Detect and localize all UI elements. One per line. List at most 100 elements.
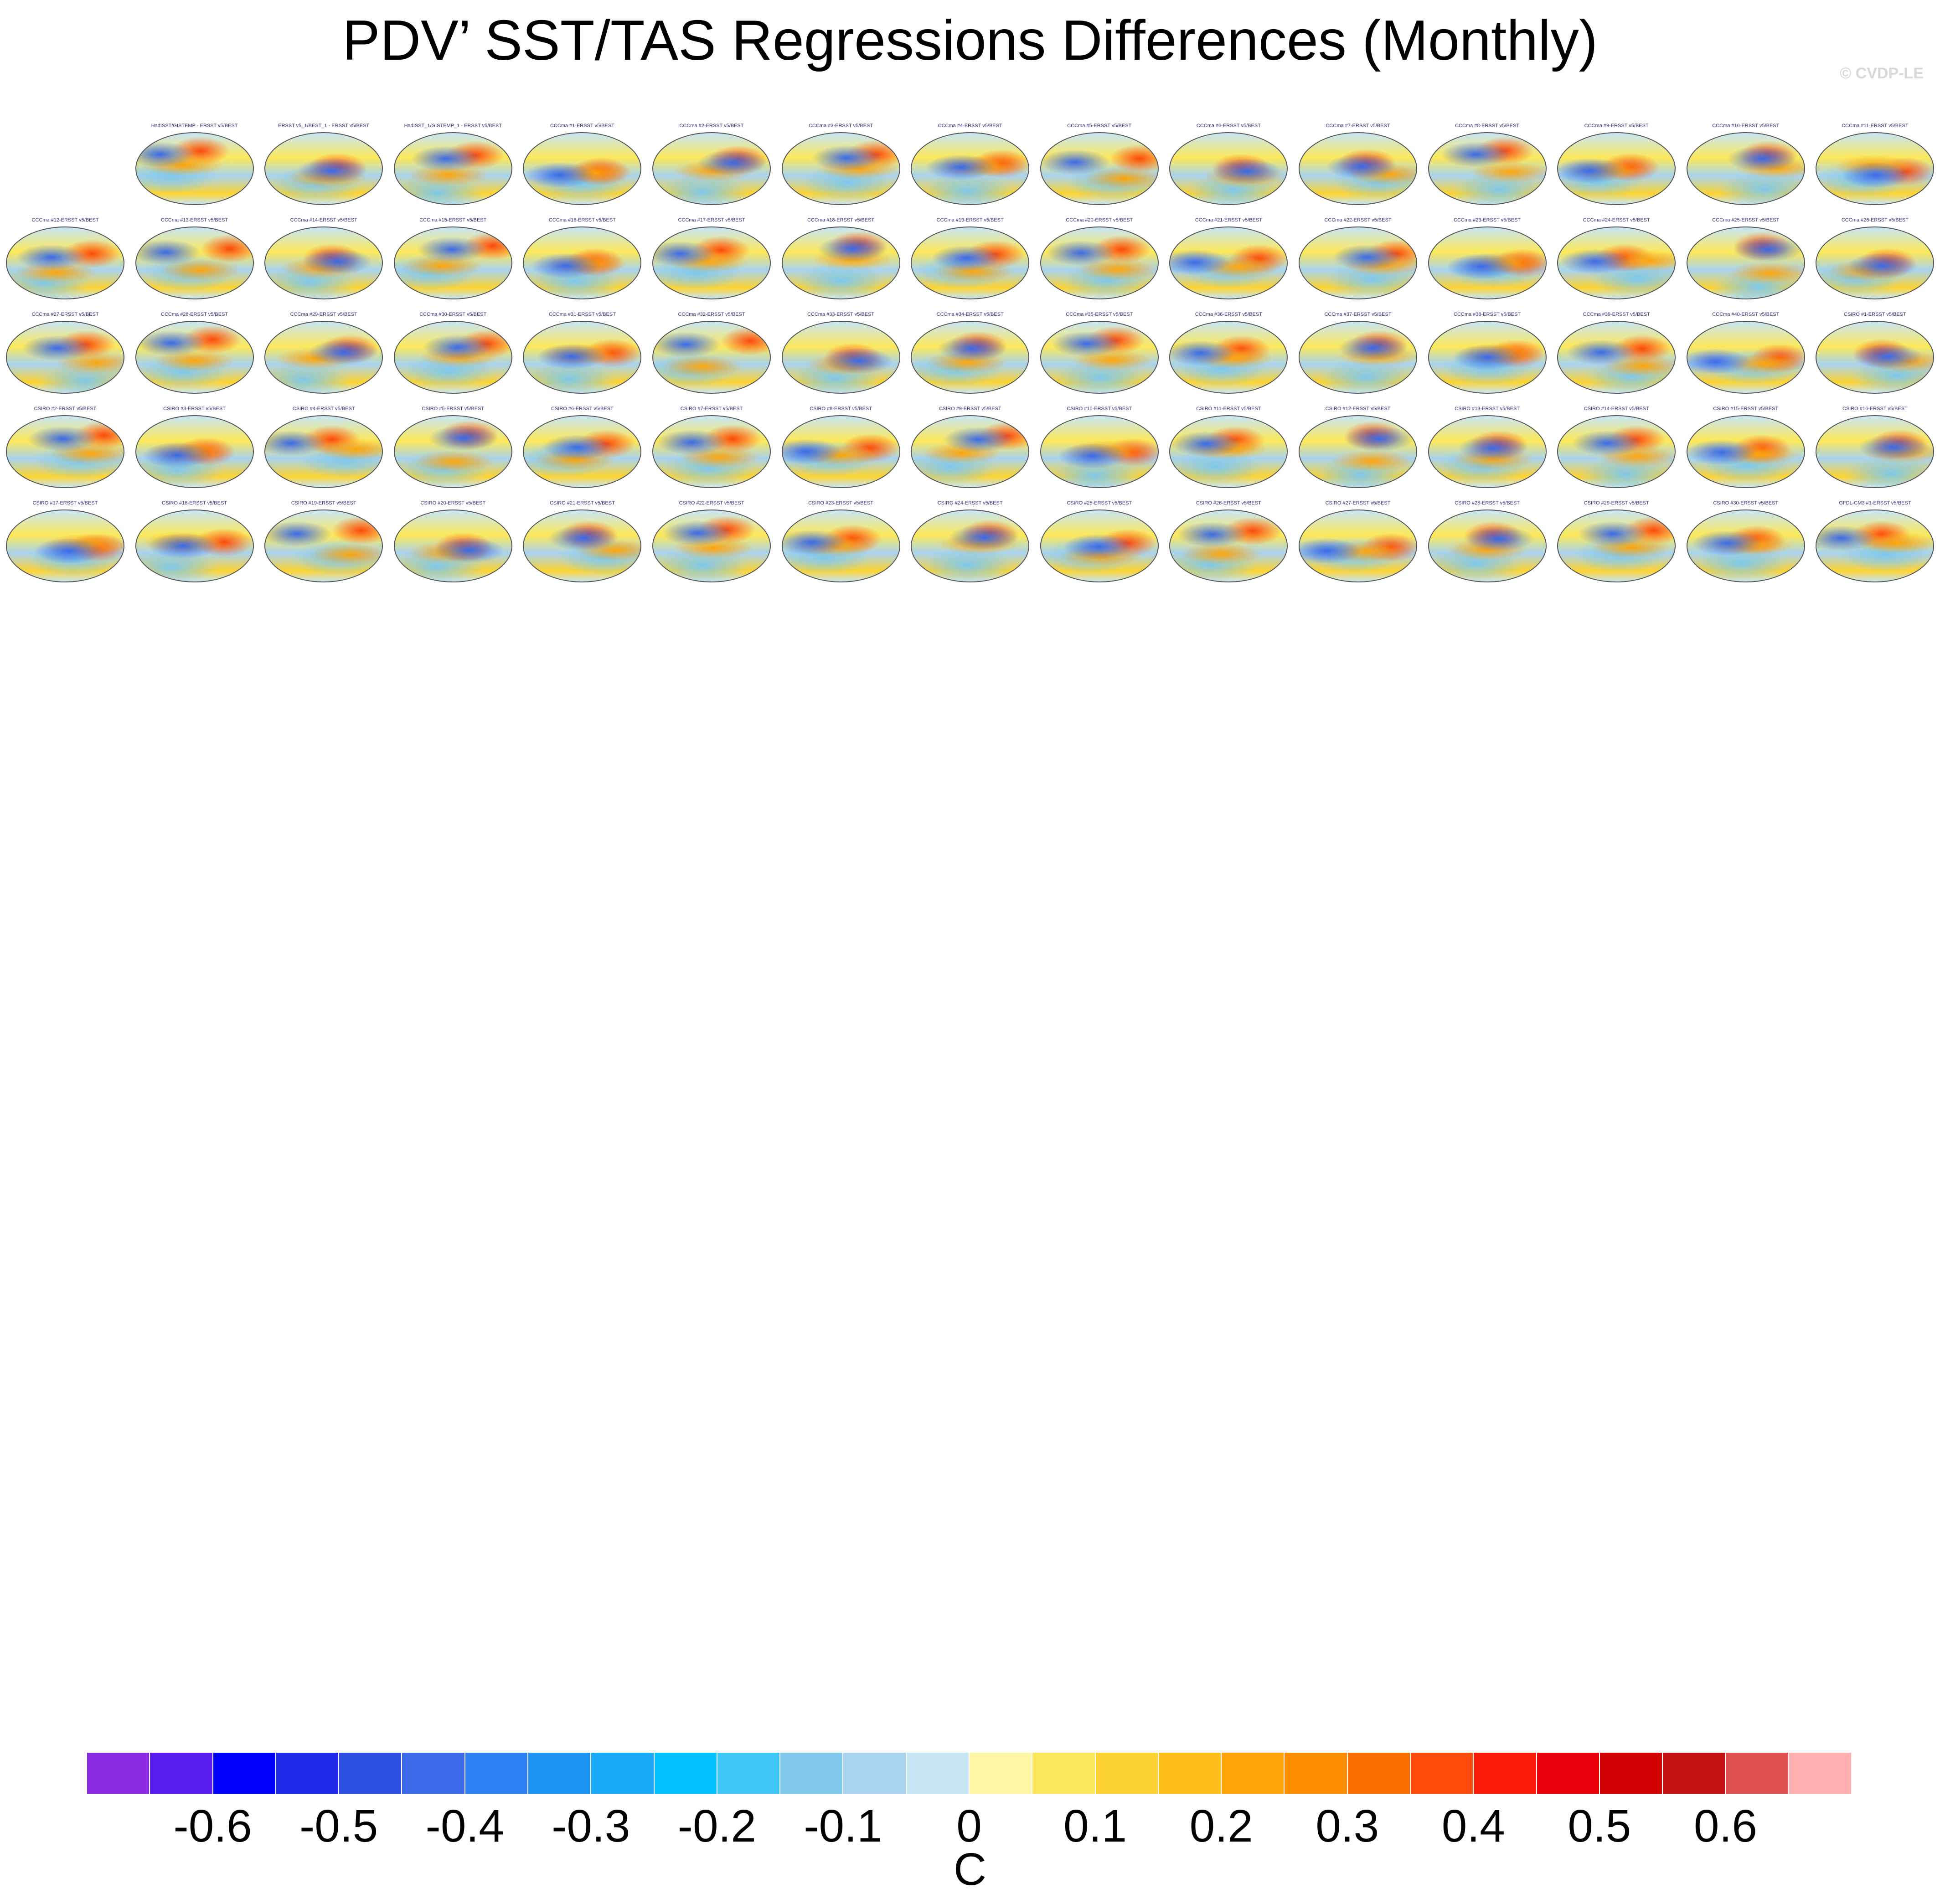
colorbar-box bbox=[654, 1752, 717, 1794]
colorbar-box bbox=[1599, 1752, 1663, 1794]
map-panel: CSIRO #10-ERSST v5/BEST bbox=[1037, 406, 1162, 492]
globe-map bbox=[781, 226, 900, 299]
colorbar-tick-label: -0.2 bbox=[677, 1801, 757, 1852]
map-panel: CCCma #38-ERSST v5/BEST bbox=[1425, 312, 1550, 397]
globe-map bbox=[911, 509, 1030, 582]
map-panel: CCCma #35-ERSST v5/BEST bbox=[1037, 312, 1162, 397]
panel-label: CSIRO #14-ERSST v5/BEST bbox=[1584, 406, 1649, 412]
panel-label: CCCma #34-ERSST v5/BEST bbox=[936, 312, 1004, 317]
colorbar bbox=[87, 1752, 1852, 1794]
globe-map bbox=[264, 321, 383, 394]
globe-map bbox=[1299, 226, 1417, 299]
globe-map bbox=[652, 132, 771, 205]
map-panel: CCCma #14-ERSST v5/BEST bbox=[261, 217, 386, 303]
panel-label: CCCma #4-ERSST v5/BEST bbox=[938, 123, 1002, 129]
map-panel: CSIRO #29-ERSST v5/BEST bbox=[1554, 500, 1679, 586]
panel-label: CCCma #23-ERSST v5/BEST bbox=[1454, 217, 1521, 223]
globe-map bbox=[135, 509, 254, 582]
globe-map bbox=[1169, 415, 1288, 488]
colorbar-box bbox=[212, 1752, 276, 1794]
colorbar-box bbox=[87, 1752, 150, 1794]
globe-map bbox=[393, 509, 512, 582]
panel-label: CSIRO #6-ERSST v5/BEST bbox=[551, 406, 614, 412]
map-panel: CSIRO #16-ERSST v5/BEST bbox=[1812, 406, 1937, 492]
globe-map bbox=[135, 415, 254, 488]
map-panel: CSIRO #15-ERSST v5/BEST bbox=[1683, 406, 1808, 492]
globe-map bbox=[264, 415, 383, 488]
colorbar-tick-labels: -0.6 -0.5 -0.4 -0.3 -0.2 -0.1 0 0.1 0.2 0.3 0.4 0.5… bbox=[0, 1800, 1940, 1852]
panel-grid: HadISST/GISTEMP - ERSST v5/BEST ERSST v5_… bbox=[3, 123, 1937, 586]
colorbar-tick-label: -0.4 bbox=[425, 1801, 504, 1852]
map-panel: CCCma #28-ERSST v5/BEST bbox=[132, 312, 257, 397]
globe-map bbox=[1299, 509, 1417, 582]
globe-map bbox=[6, 509, 124, 582]
map-panel: CCCma #2-ERSST v5/BEST bbox=[649, 123, 774, 209]
colorbar-box bbox=[1221, 1752, 1285, 1794]
globe-map bbox=[1816, 415, 1935, 488]
map-panel: CCCma #6-ERSST v5/BEST bbox=[1166, 123, 1291, 209]
map-panel: CSIRO #21-ERSST v5/BEST bbox=[520, 500, 645, 586]
panel-label: CSIRO #30-ERSST v5/BEST bbox=[1713, 500, 1779, 506]
credit-text: © CVDP-LE bbox=[1840, 65, 1924, 82]
map-panel: CSIRO #18-ERSST v5/BEST bbox=[132, 500, 257, 586]
colorbar-box bbox=[717, 1752, 780, 1794]
globe-map bbox=[1428, 132, 1547, 205]
colorbar-box bbox=[969, 1752, 1032, 1794]
panel-label: CCCma #39-ERSST v5/BEST bbox=[1583, 312, 1650, 317]
panel-label: CCCma #17-ERSST v5/BEST bbox=[678, 217, 745, 223]
map-panel: CSIRO #22-ERSST v5/BEST bbox=[649, 500, 774, 586]
globe-map bbox=[393, 132, 512, 205]
colorbar-tick-label: -0.3 bbox=[552, 1801, 630, 1852]
colorbar-box bbox=[1788, 1752, 1852, 1794]
globe-map bbox=[1040, 226, 1159, 299]
colorbar-box bbox=[339, 1752, 402, 1794]
map-panel: CCCma #18-ERSST v5/BEST bbox=[779, 217, 903, 303]
globe-map bbox=[523, 321, 642, 394]
globe-map bbox=[135, 321, 254, 394]
map-panel: CSIRO #23-ERSST v5/BEST bbox=[779, 500, 903, 586]
panel-label: CSIRO #11-ERSST v5/BEST bbox=[1196, 406, 1261, 412]
panel-label: CSIRO #21-ERSST v5/BEST bbox=[549, 500, 615, 506]
panel-label: CSIRO #22-ERSST v5/BEST bbox=[679, 500, 744, 506]
panel-label: GFDL-CM3 #1-ERSST v5/BEST bbox=[1839, 500, 1911, 506]
panel-label: CSIRO #9-ERSST v5/BEST bbox=[939, 406, 1001, 412]
panel-label: CCCma #18-ERSST v5/BEST bbox=[807, 217, 875, 223]
map-panel: CSIRO #6-ERSST v5/BEST bbox=[520, 406, 645, 492]
panel-label: CSIRO #28-ERSST v5/BEST bbox=[1455, 500, 1520, 506]
map-panel: CCCma #30-ERSST v5/BEST bbox=[391, 312, 516, 397]
globe-map bbox=[264, 226, 383, 299]
globe-map bbox=[652, 226, 771, 299]
globe-map bbox=[911, 415, 1030, 488]
panel-label: CCCma #38-ERSST v5/BEST bbox=[1454, 312, 1521, 317]
map-panel: CCCma #40-ERSST v5/BEST bbox=[1683, 312, 1808, 397]
map-panel: HadISST/GISTEMP - ERSST v5/BEST bbox=[132, 123, 257, 209]
panel-label: CCCma #40-ERSST v5/BEST bbox=[1712, 312, 1780, 317]
map-panel: CCCma #4-ERSST v5/BEST bbox=[908, 123, 1032, 209]
colorbar-tick-label: 0.6 bbox=[1693, 1801, 1757, 1852]
map-panel: CCCma #34-ERSST v5/BEST bbox=[908, 312, 1032, 397]
globe-map bbox=[1428, 415, 1547, 488]
globe-map bbox=[781, 321, 900, 394]
map-panel: CSIRO #28-ERSST v5/BEST bbox=[1425, 500, 1550, 586]
map-panel: CSIRO #17-ERSST v5/BEST bbox=[3, 500, 128, 586]
globe-map bbox=[1557, 321, 1676, 394]
panel-label: CCCma #22-ERSST v5/BEST bbox=[1324, 217, 1392, 223]
panel-label: CCCma #31-ERSST v5/BEST bbox=[548, 312, 616, 317]
map-panel: CCCma #31-ERSST v5/BEST bbox=[520, 312, 645, 397]
globe-map bbox=[911, 226, 1030, 299]
globe-map bbox=[523, 509, 642, 582]
panel-label: CSIRO #7-ERSST v5/BEST bbox=[680, 406, 743, 412]
map-panel: CCCma #5-ERSST v5/BEST bbox=[1037, 123, 1162, 209]
globe-map bbox=[1299, 321, 1417, 394]
globe-map bbox=[911, 132, 1030, 205]
panel-label: CSIRO #13-ERSST v5/BEST bbox=[1455, 406, 1520, 412]
map-panel: CCCma #24-ERSST v5/BEST bbox=[1554, 217, 1679, 303]
map-panel: CCCma #8-ERSST v5/BEST bbox=[1425, 123, 1550, 209]
panel-label: HadISST/GISTEMP - ERSST v5/BEST bbox=[151, 123, 238, 129]
panel-label: CCCma #19-ERSST v5/BEST bbox=[936, 217, 1004, 223]
colorbar-tick-label: 0.5 bbox=[1568, 1801, 1631, 1852]
globe-map bbox=[781, 509, 900, 582]
panel-label: CCCma #24-ERSST v5/BEST bbox=[1583, 217, 1650, 223]
panel-label: CCCma #27-ERSST v5/BEST bbox=[31, 312, 99, 317]
globe-map bbox=[1040, 415, 1159, 488]
